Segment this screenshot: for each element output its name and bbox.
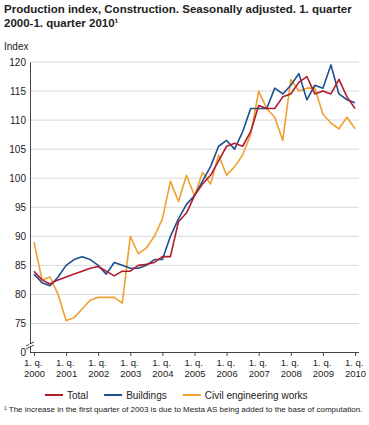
x-tick: 1. q. 2007 [249, 352, 270, 379]
x-tick-mark [34, 352, 35, 356]
x-tick: 1. q. 2010 [345, 352, 366, 379]
x-tick-mark [355, 352, 356, 356]
y-tick-label: 100 [9, 173, 26, 184]
legend-swatch [183, 394, 201, 396]
x-tick-label: 1. q. 2009 [313, 357, 334, 379]
grid-line [30, 294, 359, 295]
y-tick: 90 [15, 231, 30, 242]
grid-line [30, 149, 359, 150]
y-tick: 120 [9, 57, 30, 68]
axis-break [26, 342, 34, 349]
grid-line [30, 236, 359, 237]
y-tick-label: 90 [15, 231, 27, 242]
x-tick-label: 1. q. 2006 [217, 357, 238, 379]
x-tick-label: 1. q. 2001 [56, 357, 77, 379]
y-tick-label: 85 [15, 260, 27, 271]
x-tick: 1. q. 2003 [120, 352, 141, 379]
x-tick: 1. q. 2000 [24, 352, 45, 379]
legend-label: Buildings [126, 390, 167, 401]
series-line [34, 65, 355, 286]
y-tick: 115 [10, 86, 30, 97]
y-tick-label: 120 [9, 57, 26, 68]
legend: Total Buildings Civil engineering works [45, 390, 308, 401]
y-tick-label: 75 [15, 318, 27, 329]
x-tick: 1. q. 2006 [217, 352, 238, 379]
x-tick-label: 1. q. 2005 [184, 357, 205, 379]
x-tick: 1. q. 2005 [184, 352, 205, 379]
legend-swatch [104, 394, 122, 396]
x-tick: 1. q. 2002 [88, 352, 109, 379]
y-tick: 85 [15, 260, 30, 271]
x-tick: 1. q. 2008 [281, 352, 302, 379]
y-tick: 110 [10, 115, 30, 126]
chart: Production index, Construction. Seasonal… [0, 0, 369, 425]
x-tick-mark [162, 352, 163, 356]
x-tick-label: 1. q. 2000 [24, 357, 45, 379]
x-tick-mark [66, 352, 67, 356]
y-tick: 100 [9, 173, 30, 184]
x-tick-label: 1. q. 2003 [120, 357, 141, 379]
y-axis: 07580859095100105110115120 [9, 57, 30, 358]
y-axis-line [30, 63, 31, 353]
series-line [34, 79, 355, 320]
axis-break-gap [29, 344, 31, 346]
x-tick-mark [195, 352, 196, 356]
y-tick: 75 [15, 318, 30, 329]
x-tick: 1. q. 2001 [56, 352, 77, 379]
x-tick-label: 1. q. 2004 [152, 357, 173, 379]
grid-line [30, 120, 359, 121]
y-axis-title: Index [4, 41, 28, 52]
legend-label: Total [67, 390, 88, 401]
y-tick: 95 [15, 202, 30, 213]
y-tick-label: 105 [9, 144, 26, 155]
footnote: ¹ The increase in the first quarter of 2… [4, 405, 362, 414]
x-tick-label: 1. q. 2010 [345, 357, 366, 379]
grid-line [30, 178, 359, 179]
title: Production index, Construction. Seasonal… [4, 3, 355, 29]
x-tick-label: 1. q. 2007 [249, 357, 270, 379]
grid-line [30, 91, 359, 92]
x-tick-mark [130, 352, 131, 356]
x-tick: 1. q. 2009 [313, 352, 334, 379]
x-tick-mark [291, 352, 292, 356]
x-tick-mark [98, 352, 99, 356]
legend-swatch [45, 394, 63, 396]
x-tick-mark [227, 352, 228, 356]
legend-label: Civil engineering works [205, 390, 308, 401]
x-tick-label: 1. q. 2008 [281, 357, 302, 379]
x-tick-label: 1. q. 2002 [88, 357, 109, 379]
y-tick: 105 [9, 144, 30, 155]
y-tick-label: 110 [10, 115, 26, 126]
y-tick: 80 [15, 289, 30, 300]
x-tick-mark [323, 352, 324, 356]
y-tick-label: 95 [15, 202, 27, 213]
grid [30, 62, 359, 323]
y-tick-label: 115 [10, 86, 26, 97]
x-tick: 1. q. 2004 [152, 352, 173, 379]
series-lines [34, 65, 355, 321]
grid-line [30, 265, 359, 266]
series-line [34, 77, 355, 284]
grid-line [30, 62, 359, 63]
x-axis: 1. q. 2000 1. q. 2001 1. q. 2002 1. q. 2003… [24, 352, 366, 379]
y-tick-label: 80 [15, 289, 27, 300]
grid-line [30, 207, 359, 208]
x-tick-mark [259, 352, 260, 356]
grid-line [30, 323, 359, 324]
